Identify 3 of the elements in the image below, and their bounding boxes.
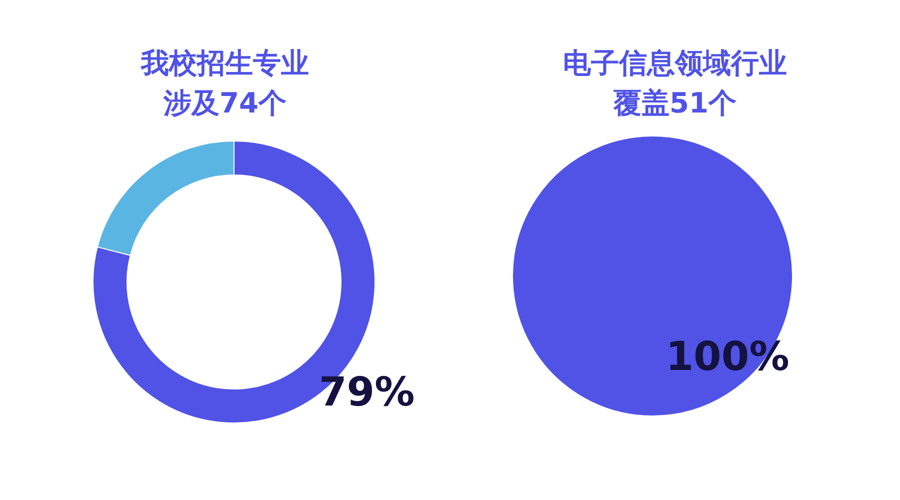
chart-title: 电子信息领域行业覆盖51个 xyxy=(563,46,787,120)
chart-title: 我校招生专业涉及74个 xyxy=(140,46,309,120)
data-label: 79% xyxy=(318,369,415,416)
